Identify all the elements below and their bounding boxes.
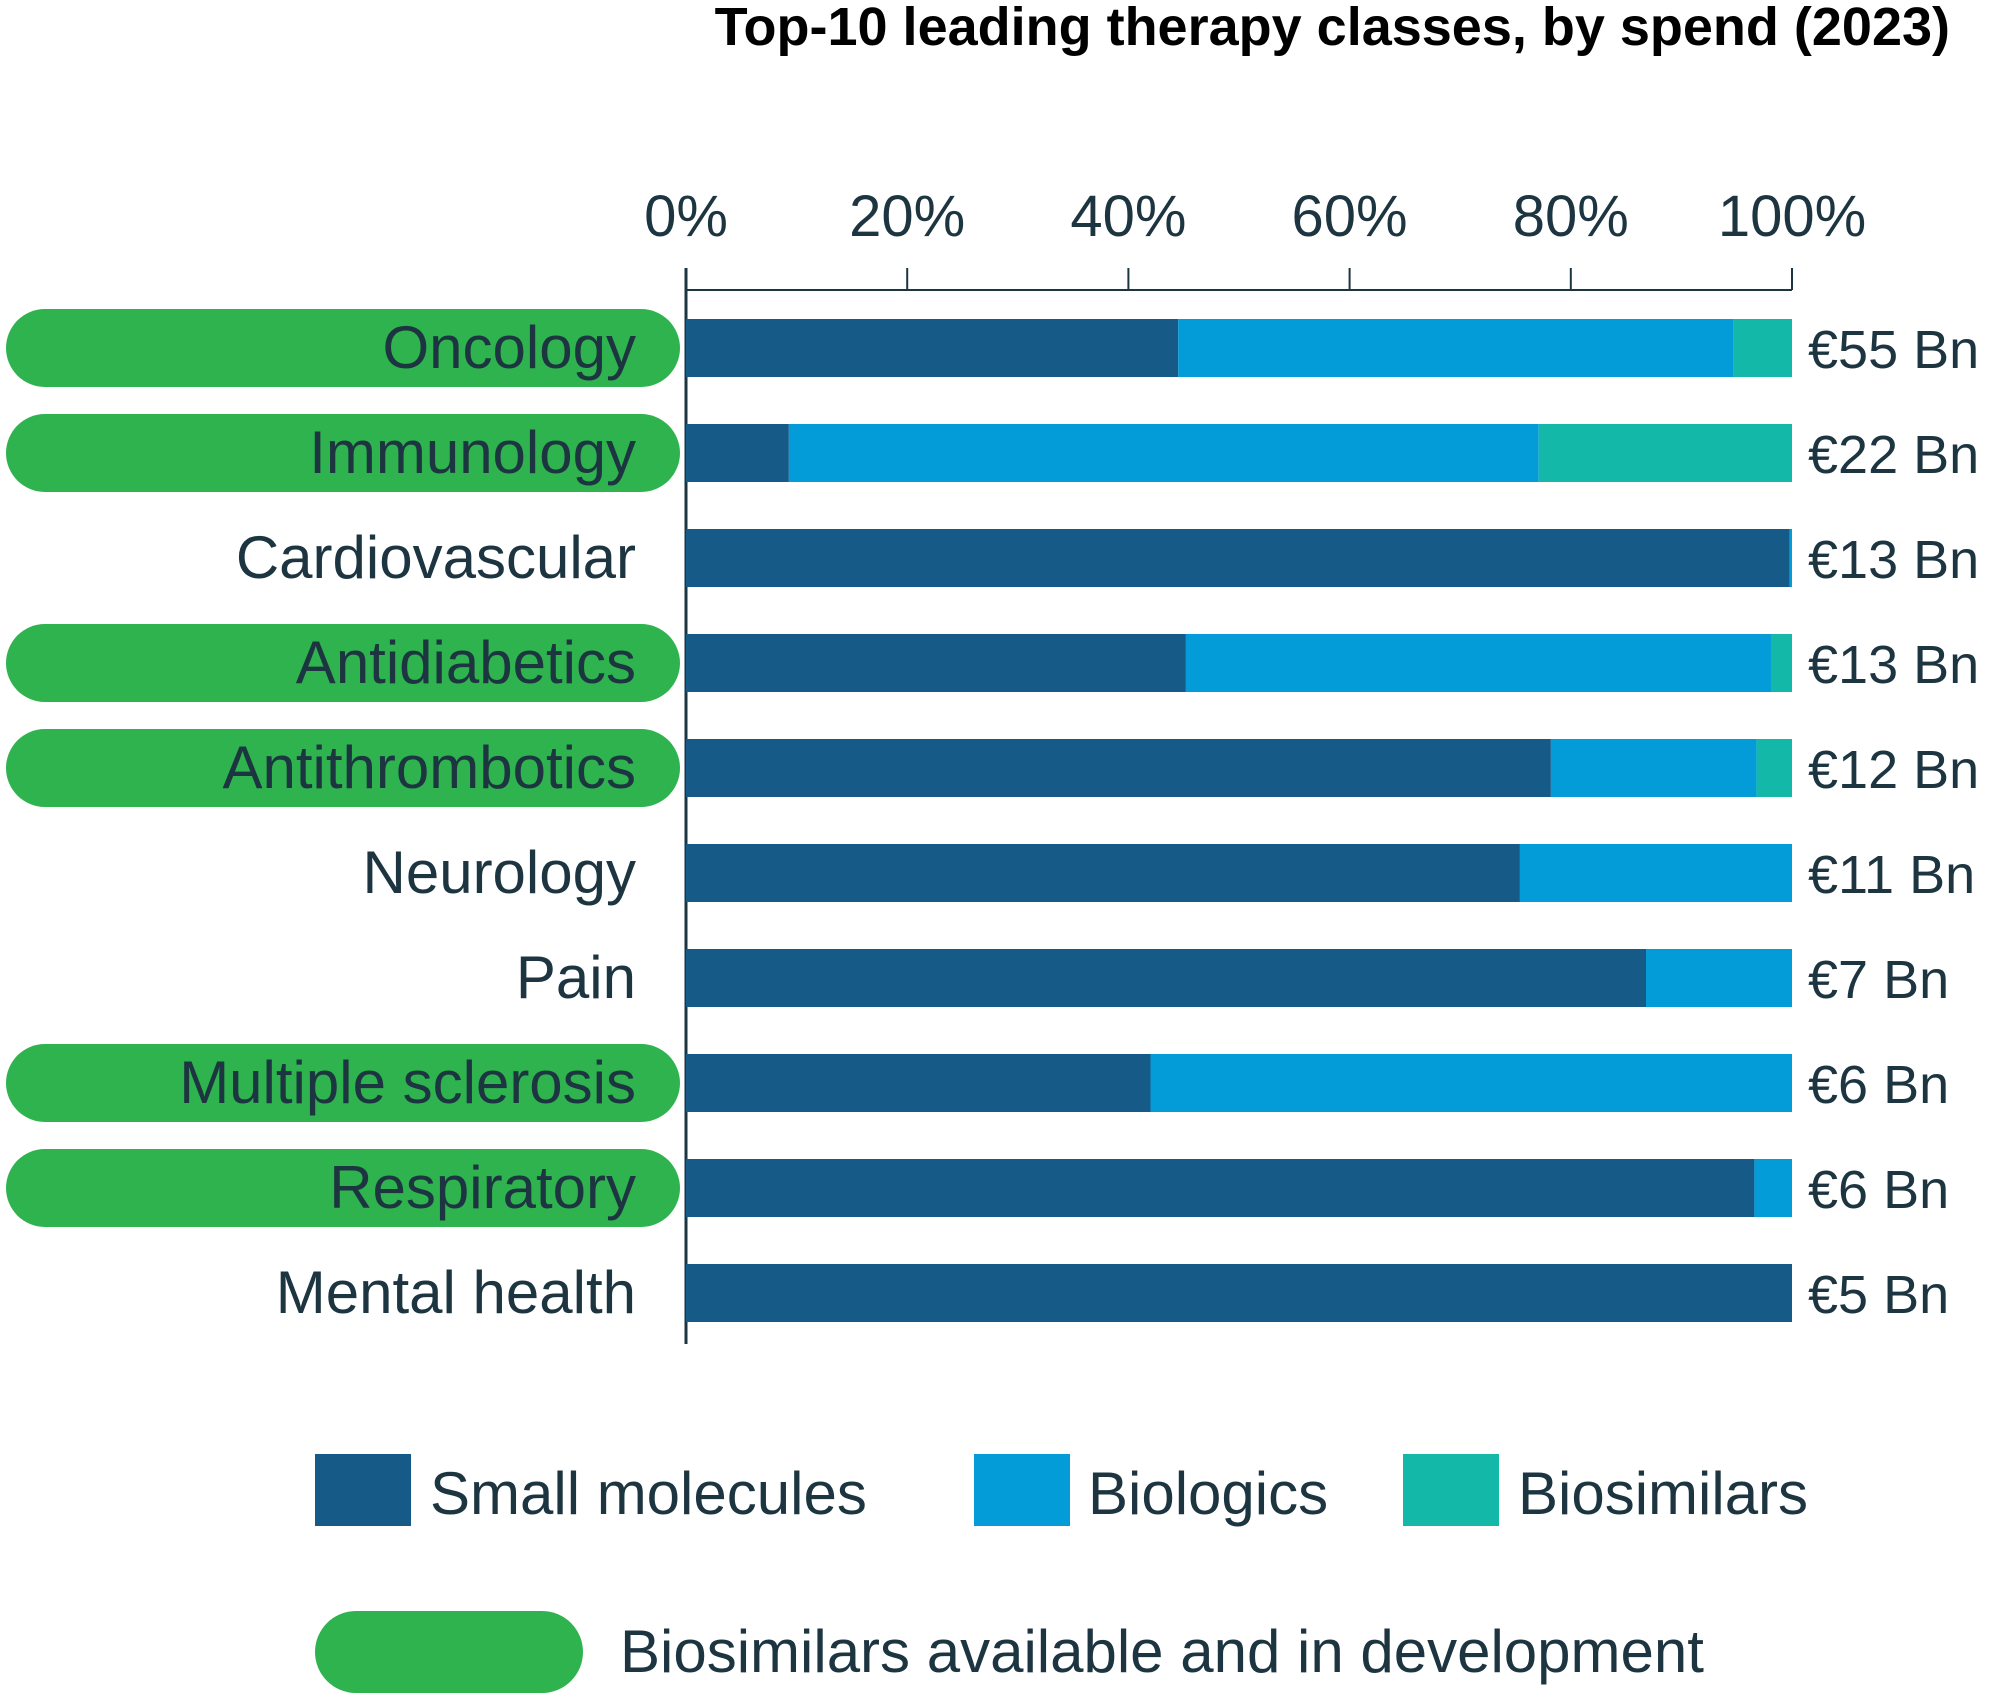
bar-segment-biosimilars — [1770, 634, 1792, 692]
legend-highlight-pill — [315, 1611, 583, 1693]
bar-segment-biologics — [1754, 1159, 1792, 1217]
bar-row: Neurology €11 Bn — [363, 839, 1976, 906]
spend-label: €12 Bn — [1808, 740, 1979, 800]
biosimilar-highlight-pill — [6, 1149, 680, 1227]
x-axis-ticks: 0% 20% 40% 60% 80% 100% — [644, 184, 1866, 249]
bar-row: Cardiovascular €13 Bn — [236, 524, 1979, 591]
biosimilar-highlight-pill — [6, 1044, 680, 1122]
legend-item: Biologics — [974, 1454, 1328, 1527]
bar-segment-small-molecules — [686, 424, 789, 482]
legend-label: Biosimilars — [1518, 1460, 1808, 1527]
x-tick-label: 60% — [1292, 184, 1408, 249]
bar-segment-biologics — [788, 424, 1539, 482]
bar-segment-biologics — [1519, 844, 1792, 902]
x-tick-label: 100% — [1718, 184, 1866, 249]
bar-row: Mental health €5 Bn — [276, 1259, 1949, 1326]
x-tick-label: 80% — [1513, 184, 1629, 249]
spend-label: €13 Bn — [1808, 635, 1979, 695]
biosimilar-highlight-pill — [6, 729, 680, 807]
bar-segment-small-molecules — [686, 844, 1520, 902]
bar-segment-small-molecules — [686, 319, 1179, 377]
bar-segment-biosimilars — [1733, 319, 1792, 377]
spend-label: €55 Bn — [1808, 320, 1979, 380]
spend-label: €5 Bn — [1808, 1265, 1949, 1325]
bar-row: Oncology €55 Bn — [6, 309, 1979, 387]
legend-item-highlight: Biosimilars available and in development — [315, 1611, 1704, 1693]
category-label: Neurology — [363, 839, 637, 906]
legend-swatch — [1403, 1454, 1499, 1526]
bar-segment-biologics — [1646, 949, 1792, 1007]
bar-segment-small-molecules — [686, 634, 1186, 692]
category-label: Immunology — [309, 419, 636, 486]
bar-row: Multiple sclerosis €6 Bn — [6, 1044, 1949, 1122]
spend-label: €6 Bn — [1808, 1055, 1949, 1115]
legend: Small molecules Biologics Biosimilars Biosi… — [315, 1454, 1808, 1693]
category-label: Respiratory — [329, 1154, 636, 1221]
bar-row: Respiratory €6 Bn — [6, 1149, 1949, 1227]
bar-segment-biologics — [1150, 1054, 1792, 1112]
spend-label: €6 Bn — [1808, 1160, 1949, 1220]
bar-segment-biosimilars — [1756, 739, 1792, 797]
category-label: Cardiovascular — [236, 524, 636, 591]
bar-segment-biologics — [1789, 529, 1792, 587]
biosimilar-highlight-pill — [6, 414, 680, 492]
spend-label: €22 Bn — [1808, 425, 1979, 485]
biosimilar-highlight-pill — [6, 624, 680, 702]
category-label: Multiple sclerosis — [179, 1049, 636, 1116]
x-tick-label: 0% — [644, 184, 728, 249]
legend-label: Small molecules — [430, 1460, 867, 1527]
legend-item: Small molecules — [315, 1454, 867, 1527]
category-label: Mental health — [276, 1259, 636, 1326]
legend-item: Biosimilars — [1403, 1454, 1808, 1527]
bar-segment-small-molecules — [686, 1054, 1151, 1112]
bar-segment-small-molecules — [686, 739, 1551, 797]
category-label: Antithrombotics — [223, 734, 637, 801]
category-label: Antidiabetics — [296, 629, 636, 696]
bar-row: Immunology €22 Bn — [6, 414, 1979, 492]
bar-segment-small-molecules — [686, 1159, 1755, 1217]
bar-rows: Oncology €55 Bn Immunology €22 Bn Cardiovasc… — [6, 309, 1979, 1326]
chart-title: Top-10 leading therapy classes, by spend… — [715, 0, 1950, 57]
legend-highlight-label: Biosimilars available and in development — [620, 1618, 1704, 1685]
bar-segment-biologics — [1185, 634, 1771, 692]
spend-label: €7 Bn — [1808, 950, 1949, 1010]
bar-segment-biologics — [1178, 319, 1734, 377]
bar-segment-small-molecules — [686, 1264, 1792, 1322]
legend-swatch — [974, 1454, 1070, 1526]
bar-segment-small-molecules — [686, 949, 1647, 1007]
bar-row: Pain €7 Bn — [516, 944, 1949, 1011]
legend-swatch — [315, 1454, 411, 1526]
category-label: Oncology — [383, 314, 636, 381]
bar-row: Antidiabetics €13 Bn — [6, 624, 1979, 702]
legend-label: Biologics — [1088, 1460, 1328, 1527]
spend-label: €13 Bn — [1808, 530, 1979, 590]
category-label: Pain — [516, 944, 636, 1011]
biosimilar-highlight-pill — [6, 309, 680, 387]
spend-label: €11 Bn — [1808, 845, 1975, 905]
bar-segment-biosimilars — [1538, 424, 1792, 482]
bar-row: Antithrombotics €12 Bn — [6, 729, 1979, 807]
x-tick-label: 40% — [1070, 184, 1186, 249]
bar-segment-small-molecules — [686, 529, 1790, 587]
bar-segment-biologics — [1550, 739, 1757, 797]
x-tick-label: 20% — [849, 184, 965, 249]
